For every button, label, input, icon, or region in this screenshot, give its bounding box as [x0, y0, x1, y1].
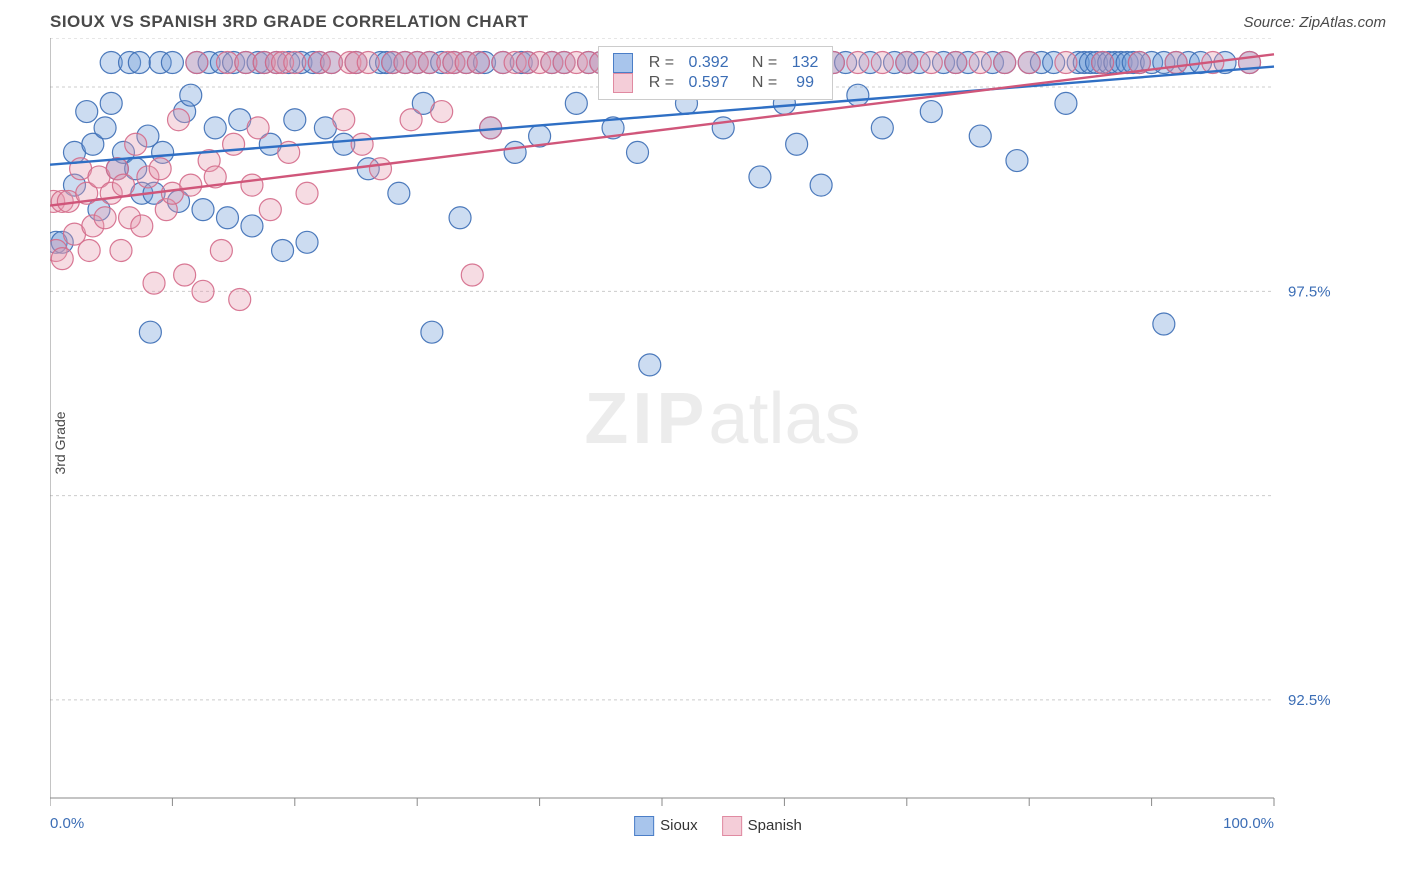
scatter-point: [786, 133, 808, 155]
stat-n-value: 99: [792, 74, 814, 92]
scatter-point: [627, 141, 649, 163]
scatter-point: [421, 321, 443, 343]
scatter-point: [400, 109, 422, 131]
chart-header: SIOUX VS SPANISH 3RD GRADE CORRELATION C…: [0, 0, 1406, 38]
legend-swatch: [634, 816, 654, 836]
scatter-point: [180, 84, 202, 106]
scatter-point: [272, 239, 294, 261]
scatter-point: [969, 52, 991, 74]
scatter-point: [192, 199, 214, 221]
scatter-point: [131, 215, 153, 237]
svg-text:100.0%: 100.0%: [1223, 815, 1274, 832]
scatter-point: [149, 158, 171, 180]
scatter-point: [259, 199, 281, 221]
scatter-point: [357, 52, 379, 74]
stats-row: R = 0.392 N = 132: [613, 53, 819, 73]
scatter-chart: 92.5% 97.5% 0.0% 100.0%: [50, 38, 1386, 848]
scatter-point: [369, 158, 391, 180]
scatter-point: [128, 52, 150, 74]
scatter-point: [896, 52, 918, 74]
scatter-point: [1055, 92, 1077, 114]
scatter-point: [639, 354, 661, 376]
scatter-point: [504, 141, 526, 163]
scatter-point: [112, 174, 134, 196]
scatter-point: [186, 52, 208, 74]
legend-bottom: Sioux Spanish: [634, 816, 802, 836]
scatter-point: [351, 133, 373, 155]
scatter-point: [945, 52, 967, 74]
scatter-point: [871, 52, 893, 74]
scatter-point: [204, 117, 226, 139]
scatter-point: [449, 207, 471, 229]
stats-row: R = 0.597 N = 99: [613, 73, 819, 93]
scatter-point: [78, 239, 100, 261]
legend-label: Sioux: [660, 817, 698, 834]
scatter-point: [180, 174, 202, 196]
scatter-point: [284, 52, 306, 74]
scatter-point: [920, 101, 942, 123]
scatter-point: [229, 289, 251, 311]
scatter-point: [139, 321, 161, 343]
scatter-point: [749, 166, 771, 188]
scatter-point: [192, 280, 214, 302]
scatter-point: [100, 92, 122, 114]
scatter-point: [461, 264, 483, 286]
legend-item: Spanish: [722, 816, 802, 836]
scatter-point: [431, 101, 453, 123]
scatter-point: [143, 272, 165, 294]
scatter-point: [871, 117, 893, 139]
scatter-point: [1006, 150, 1028, 172]
scatter-point: [388, 182, 410, 204]
scatter-point: [51, 248, 73, 270]
series-swatch: [613, 73, 633, 93]
series-swatch: [613, 53, 633, 73]
scatter-point: [847, 84, 869, 106]
chart-area: 3rd Grade 92.5%97.5%0.0%100.0% ZIPatlas …: [50, 38, 1386, 848]
scatter-point: [110, 239, 132, 261]
scatter-point: [1092, 52, 1114, 74]
legend-swatch: [722, 816, 742, 836]
scatter-point: [920, 52, 942, 74]
scatter-point: [467, 52, 489, 74]
scatter-point: [223, 133, 245, 155]
scatter-point: [1153, 313, 1175, 335]
scatter-point: [994, 52, 1016, 74]
scatter-point: [712, 117, 734, 139]
scatter-point: [94, 117, 116, 139]
scatter-point: [216, 207, 238, 229]
scatter-point: [969, 125, 991, 147]
scatter-point: [247, 117, 269, 139]
scatter-point: [76, 101, 98, 123]
stat-n-value: 132: [792, 54, 819, 72]
svg-text:0.0%: 0.0%: [50, 815, 84, 832]
scatter-point: [1165, 52, 1187, 74]
scatter-point: [1018, 52, 1040, 74]
stat-r-value: 0.597: [689, 74, 729, 92]
scatter-point: [810, 174, 832, 196]
svg-text:92.5%: 92.5%: [1288, 692, 1331, 709]
scatter-point: [284, 109, 306, 131]
scatter-point: [210, 239, 232, 261]
scatter-point: [241, 215, 263, 237]
scatter-point: [333, 109, 355, 131]
chart-source: Source: ZipAtlas.com: [1243, 14, 1386, 31]
chart-title: SIOUX VS SPANISH 3RD GRADE CORRELATION C…: [50, 12, 529, 32]
scatter-point: [565, 92, 587, 114]
legend-label: Spanish: [748, 817, 802, 834]
scatter-point: [296, 182, 318, 204]
scatter-point: [847, 52, 869, 74]
scatter-point: [94, 207, 116, 229]
svg-text:97.5%: 97.5%: [1288, 283, 1331, 300]
stats-legend-box: R = 0.392 N = 132R = 0.597 N = 99: [598, 46, 834, 100]
legend-item: Sioux: [634, 816, 698, 836]
scatter-point: [174, 264, 196, 286]
scatter-point: [161, 52, 183, 74]
scatter-point: [1055, 52, 1077, 74]
scatter-point: [241, 174, 263, 196]
scatter-point: [296, 231, 318, 253]
scatter-point: [168, 109, 190, 131]
y-axis-label: 3rd Grade: [52, 411, 68, 474]
scatter-point: [125, 133, 147, 155]
stat-r-value: 0.392: [689, 54, 729, 72]
